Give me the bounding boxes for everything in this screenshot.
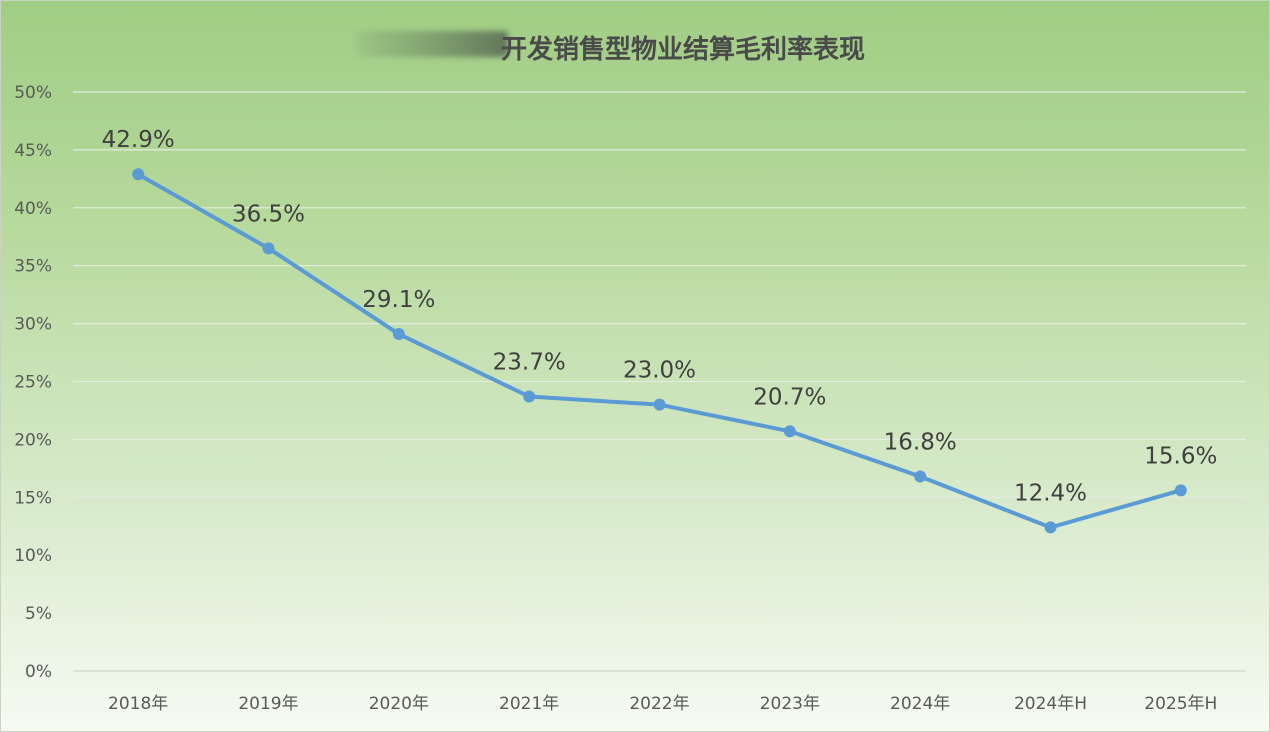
y-tick-label: 35% (14, 257, 52, 277)
x-tick-label: 2019年 (238, 694, 298, 714)
y-tick-label: 10% (14, 546, 52, 566)
data-point (653, 398, 666, 411)
data-point (392, 328, 405, 341)
data-point (1044, 521, 1057, 534)
data-label: 15.6% (1144, 443, 1217, 469)
data-label: 20.7% (753, 384, 826, 410)
title-obscured-region (356, 31, 508, 57)
data-point (523, 390, 536, 403)
x-tick-label: 2022年 (629, 694, 689, 714)
data-label: 23.0% (623, 358, 696, 384)
data-point (132, 168, 145, 181)
y-tick-label: 30% (14, 315, 52, 335)
data-label: 36.5% (232, 201, 305, 227)
y-tick-label: 40% (14, 199, 52, 219)
x-tick-label: 2018年 (108, 694, 168, 714)
x-tick-label: 2024年H (1014, 694, 1087, 714)
y-tick-label: 25% (14, 373, 52, 393)
data-label: 23.7% (493, 350, 566, 376)
y-tick-label: 50% (14, 83, 52, 103)
x-tick-label: 2020年 (369, 694, 429, 714)
chart-title-area: 开发销售型物业结算毛利率表现 (356, 25, 916, 65)
y-tick-label: 45% (14, 141, 52, 161)
x-tick-label: 2024年 (890, 694, 950, 714)
x-tick-label: 2023年 (760, 694, 820, 714)
y-tick-label: 15% (14, 488, 52, 508)
y-tick-label: 5% (25, 604, 52, 624)
chart-title: 开发销售型物业结算毛利率表现 (501, 35, 866, 65)
data-point (783, 425, 796, 438)
data-point (914, 470, 927, 483)
x-tick-label: 2021年 (499, 694, 559, 714)
y-tick-label: 0% (25, 662, 52, 682)
x-tick-label: 2025年H (1144, 694, 1217, 714)
data-label: 16.8% (884, 429, 957, 455)
data-point (1174, 484, 1187, 497)
data-label: 42.9% (102, 127, 175, 153)
data-point (262, 242, 275, 255)
data-label: 12.4% (1014, 480, 1087, 506)
data-label: 29.1% (362, 287, 435, 313)
y-tick-label: 20% (14, 430, 52, 450)
